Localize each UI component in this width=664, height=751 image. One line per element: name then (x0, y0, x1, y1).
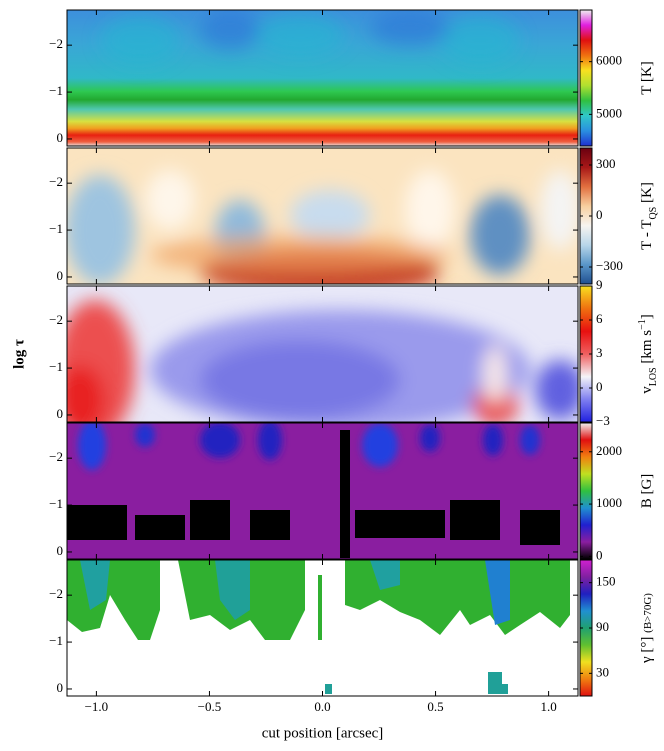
colorbar (579, 422, 593, 560)
colorbar-tick-label: −300 (596, 258, 623, 273)
heatmap-field (67, 560, 578, 696)
colorbar-tick-label: 150 (596, 574, 616, 589)
x-tick-label: 1.0 (540, 699, 556, 714)
colorbar-label-part: T [K] (639, 61, 655, 94)
y-tick-label: −2 (49, 36, 63, 51)
colorbar-tick-label: −3 (596, 413, 610, 428)
colorbar-tick-label: 9 (596, 277, 603, 292)
colorbar-label: T [K] (639, 61, 655, 94)
y-tick-label: −1 (49, 83, 63, 98)
y-tick-label: 0 (57, 680, 64, 695)
y-tick-label: −2 (49, 449, 63, 464)
colorbar-tick-label: 0 (596, 547, 603, 562)
x-tick-label: 0.5 (427, 699, 443, 714)
colorbar-label-part: γ [°] (639, 633, 655, 664)
colorbar-label: B [G] (639, 474, 655, 509)
y-tick-label: −1 (49, 221, 63, 236)
colorbar-tick-label: 0 (596, 207, 603, 222)
y-tick-label: −2 (49, 586, 63, 601)
y-tick-label: 0 (57, 130, 64, 145)
y-tick-label: −1 (49, 359, 63, 374)
colorbar-label-part: B [G] (639, 474, 655, 509)
colorbar-label-part: QS (648, 207, 659, 220)
colorbar-tick-label: 3 (596, 345, 603, 360)
x-tick-label: −1.0 (85, 699, 109, 714)
colorbar (579, 9, 593, 147)
colorbar-label-part: ] (639, 314, 655, 319)
heatmap-field (67, 286, 578, 422)
x-axis-label: cut position [arcsec] (262, 725, 384, 741)
x-tick-label: −0.5 (198, 699, 222, 714)
heatmap-field (67, 10, 578, 146)
colorbar-tick-label: 1000 (596, 495, 622, 510)
colorbar-label-part: [K] (639, 182, 655, 207)
colorbar-label: γ [°] (B>70G) (639, 593, 655, 664)
y-tick-label: −2 (49, 174, 63, 189)
colorbar-label-part: [km s (639, 330, 655, 368)
colorbar-tick-label: 30 (596, 664, 609, 679)
colorbar-label: vLOS [km s−1] (637, 314, 659, 394)
y-tick-label: 0 (57, 268, 64, 283)
y-axis-label: log τ (11, 339, 27, 369)
colorbar-tick-label: 90 (596, 619, 609, 634)
colorbar-label-part: (B>70G) (642, 593, 654, 633)
x-tick-label: 0.0 (314, 699, 330, 714)
colorbar-label-part: −1 (637, 319, 648, 330)
colorbar-label-part: v (639, 386, 655, 394)
colorbar-tick-label: 6 (596, 311, 603, 326)
colorbar-tick-label: 5000 (596, 105, 622, 120)
colorbar-tick-label: 2000 (596, 443, 622, 458)
heatmap-field (67, 148, 578, 284)
colorbar-tick-label: 6000 (596, 53, 622, 68)
y-tick-label: −1 (49, 633, 63, 648)
colorbar-label-part: LOS (648, 367, 659, 386)
y-tick-label: 0 (57, 543, 64, 558)
y-tick-label: 0 (57, 406, 64, 421)
colorbar-tick-label: 300 (596, 156, 616, 171)
colorbar-label: T - TQS [K] (639, 182, 658, 250)
colorbar-tick-label: 0 (596, 379, 603, 394)
colorbar-label-part: T - T (639, 220, 655, 250)
heatmap-field (67, 423, 578, 559)
y-tick-label: −1 (49, 496, 63, 511)
y-tick-label: −2 (49, 312, 63, 327)
